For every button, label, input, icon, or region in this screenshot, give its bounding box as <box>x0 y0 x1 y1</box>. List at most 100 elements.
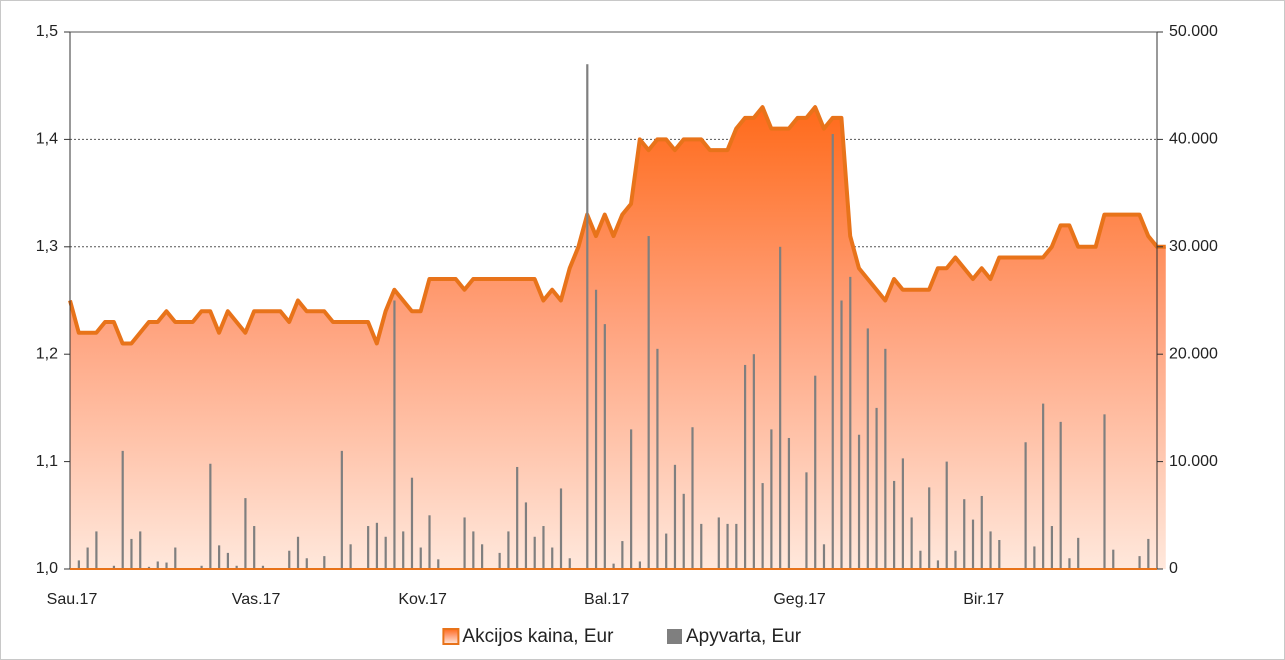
volume-bar <box>428 515 431 569</box>
y2-tick-label: 50.000 <box>1169 23 1218 40</box>
volume-bar <box>963 499 966 569</box>
volume-bar <box>884 348 887 569</box>
volume-bar <box>551 547 554 569</box>
legend-label: Akcijos kaina, Eur <box>462 626 614 647</box>
volume-bar <box>384 536 387 569</box>
volume-bar <box>752 354 755 569</box>
volume-bar <box>95 531 98 569</box>
volume-bar <box>121 450 124 569</box>
volume-bar <box>226 552 229 569</box>
volume-bar <box>1050 526 1054 569</box>
volume-bar <box>998 540 1001 569</box>
y2-tick-label: 0 <box>1169 560 1178 577</box>
volume-bar <box>779 246 782 570</box>
volume-bar <box>296 536 300 569</box>
volume-bar <box>174 547 177 569</box>
volume-bar <box>665 533 668 569</box>
x-tick-label: Geg.17 <box>773 591 826 608</box>
volume-bar <box>1059 421 1062 569</box>
volume-bar <box>568 558 571 569</box>
volume-bar <box>875 407 878 569</box>
volume-bar <box>630 429 633 569</box>
volume-bar <box>866 328 869 569</box>
volume-bar <box>349 544 352 569</box>
volume-bar <box>533 536 536 569</box>
volume-bar <box>910 517 913 569</box>
volume-bar <box>945 461 948 569</box>
volume-bar <box>130 538 133 569</box>
legend-swatch <box>442 628 460 645</box>
y-tick-label: 1,0 <box>36 560 58 577</box>
volume-bar <box>209 463 212 569</box>
volume-bar <box>594 289 598 569</box>
volume-bar <box>805 472 808 569</box>
volume-bar <box>1033 546 1036 569</box>
volume-bar <box>419 547 422 569</box>
volume-bar <box>761 483 764 569</box>
volume-bar <box>980 495 983 569</box>
volume-bar <box>814 375 817 569</box>
legend-swatch <box>667 629 682 644</box>
volume-bar <box>472 531 475 569</box>
volume-bar <box>1112 549 1115 569</box>
volume-bar <box>235 565 238 569</box>
y-tick-label: 1,3 <box>36 238 58 255</box>
volume-bar <box>139 531 142 569</box>
x-tick-label: Bir.17 <box>963 591 1004 608</box>
volume-bar <box>437 559 440 569</box>
legend-label: Apyvarta, Eur <box>686 626 802 647</box>
volume-bar <box>735 523 738 569</box>
volume-bar <box>857 434 861 569</box>
volume-bar <box>375 522 379 569</box>
volume-bar <box>165 562 168 569</box>
volume-bar <box>647 236 650 569</box>
volume-bar <box>954 550 957 569</box>
volume-bar <box>831 134 834 569</box>
volume-bar <box>1077 537 1080 569</box>
volume-bar <box>770 429 773 569</box>
x-tick-label: Bal.17 <box>584 591 629 608</box>
volume-bar <box>1042 403 1045 569</box>
volume-bar <box>1138 556 1141 569</box>
volume-bar <box>244 498 247 569</box>
volume-bar <box>77 560 80 569</box>
x-tick-label: Kov.17 <box>398 591 447 608</box>
volume-bar <box>612 563 615 569</box>
volume-bar <box>410 477 414 569</box>
volume-bar <box>112 565 116 569</box>
volume-bar <box>673 464 677 569</box>
volume-bar <box>586 64 589 569</box>
volume-bar <box>507 531 510 569</box>
volume-bar <box>367 526 370 569</box>
volume-bar <box>253 526 256 569</box>
volume-bar <box>621 541 624 569</box>
y-tick-label: 1,5 <box>36 23 58 40</box>
volume-bar <box>524 502 528 569</box>
volume-bar <box>498 552 501 569</box>
volume-bar <box>200 565 203 569</box>
y2-tick-label: 40.000 <box>1169 131 1218 148</box>
y2-tick-label: 20.000 <box>1169 345 1218 362</box>
x-tick-label: Sau.17 <box>47 591 98 608</box>
volume-bar <box>989 531 992 569</box>
volume-bar <box>1147 538 1150 569</box>
volume-bar <box>86 547 89 569</box>
volume-bar <box>340 450 343 569</box>
volume-bar <box>323 556 326 569</box>
volume-bar <box>1068 558 1071 569</box>
volume-bar <box>393 300 396 569</box>
volume-bar <box>656 348 659 569</box>
volume-bar <box>726 523 729 569</box>
volume-bar <box>700 523 703 569</box>
volume-bar <box>787 437 791 569</box>
volume-bar <box>901 458 904 569</box>
volume-bar <box>971 519 975 569</box>
volume-bar <box>743 364 747 569</box>
volume-bar <box>1103 414 1106 569</box>
y-tick-label: 1,2 <box>36 345 58 362</box>
volume-bar <box>402 531 405 569</box>
y2-tick-label: 10.000 <box>1169 453 1218 470</box>
volume-bar <box>717 517 720 569</box>
volume-bar <box>822 544 826 569</box>
volume-bar <box>919 550 922 569</box>
